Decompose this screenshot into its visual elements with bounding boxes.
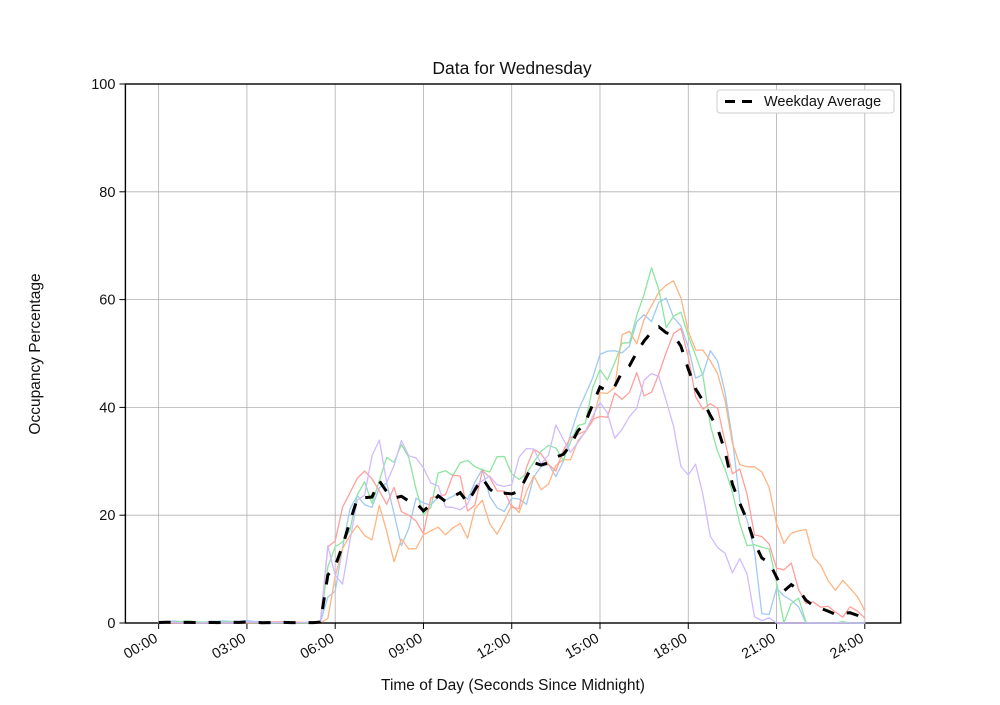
svg-text:0: 0 [107,616,115,632]
svg-text:Occupancy Percentage: Occupancy Percentage [27,273,44,434]
svg-text:60: 60 [99,293,115,309]
svg-text:Time of Day (Seconds Since Mid: Time of Day (Seconds Since Midnight) [381,677,645,694]
svg-text:Data for Wednesday: Data for Wednesday [432,58,591,78]
svg-text:20: 20 [99,508,115,524]
svg-text:100: 100 [91,77,115,93]
svg-text:80: 80 [99,185,115,201]
svg-text:40: 40 [99,400,115,416]
svg-text:Weekday Average: Weekday Average [764,94,881,110]
